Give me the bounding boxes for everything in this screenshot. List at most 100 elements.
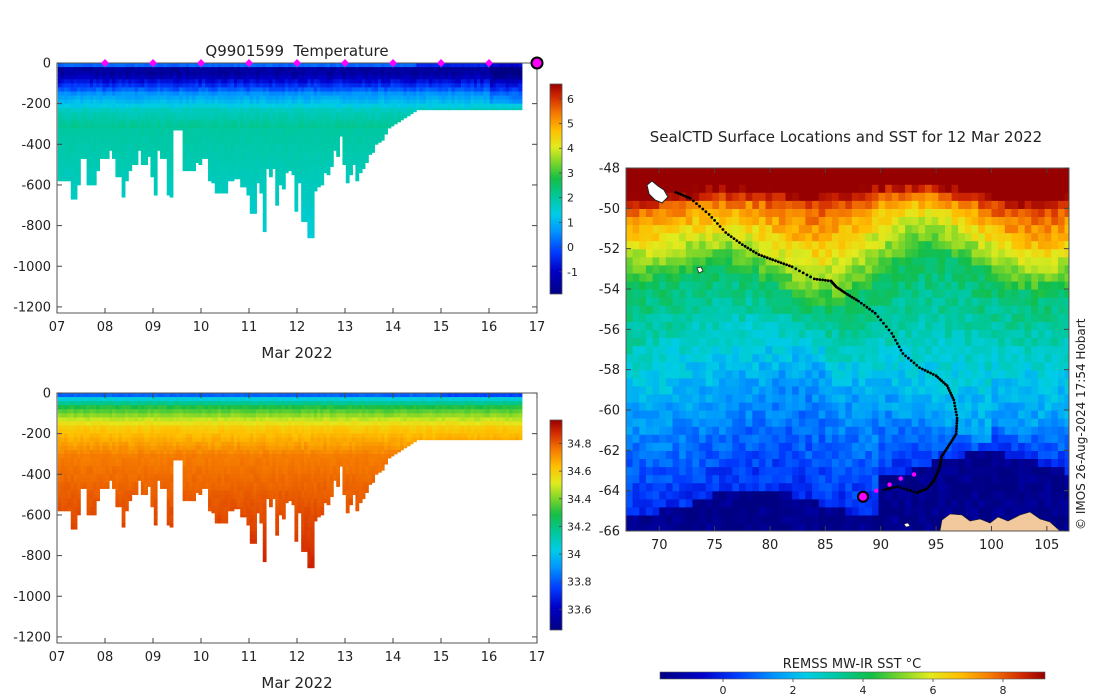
section-cell [221, 140, 225, 145]
section-cell [307, 233, 312, 239]
section-cell [397, 67, 401, 72]
section-cell [301, 91, 305, 96]
section-cell [224, 393, 229, 398]
section-cell [195, 453, 200, 459]
section-cell [304, 63, 308, 68]
section-cell [230, 164, 235, 170]
section-cell [243, 128, 248, 133]
section-cell [77, 71, 81, 76]
section-cell [86, 405, 91, 410]
section-cell [80, 429, 85, 435]
section-cell [188, 401, 193, 406]
section-cell [115, 494, 120, 500]
section-cell [153, 115, 158, 121]
section-cell [176, 405, 181, 410]
section-cell [80, 136, 85, 141]
section-cell [188, 397, 193, 402]
section-cell [73, 458, 78, 463]
section-cell [365, 83, 369, 88]
section-cell [236, 160, 241, 166]
section-cell [64, 478, 68, 483]
section-cell [188, 152, 193, 157]
section-cell [310, 71, 315, 76]
section-cell [144, 99, 148, 105]
section-cell [83, 433, 88, 439]
section-cell [278, 83, 283, 88]
section-cell [355, 91, 360, 96]
section-cell [374, 136, 379, 141]
section-cell [301, 99, 305, 105]
section-cell [281, 123, 286, 129]
section-cell [128, 417, 133, 422]
section-cell [368, 75, 373, 80]
section-cell [240, 184, 244, 188]
section-cell [118, 421, 123, 426]
section-cell [246, 136, 251, 141]
section-cell [77, 417, 81, 422]
section-cell [422, 63, 427, 68]
section-cell [387, 75, 392, 80]
section-cell [157, 91, 161, 96]
section-cell [105, 474, 110, 479]
section-cell [211, 462, 216, 467]
section-cell [217, 441, 222, 447]
section-cell [125, 160, 129, 166]
section-cell [320, 128, 325, 133]
section-cell [211, 148, 216, 153]
section-cell [201, 71, 206, 76]
section-cell [454, 103, 459, 109]
section-cell [227, 156, 232, 161]
section-cell [313, 111, 318, 117]
section-cell [77, 458, 81, 463]
section-cell [262, 148, 267, 153]
section-cell [221, 510, 225, 516]
section-cell [163, 119, 168, 125]
section-cell [173, 119, 177, 125]
section-cell [80, 115, 85, 121]
section-cell [211, 144, 216, 149]
section-cell [166, 99, 171, 105]
section-cell [86, 152, 91, 157]
section-cell [89, 79, 94, 84]
section-cell [208, 449, 212, 455]
section-cell [89, 136, 94, 141]
section-cell [307, 148, 312, 153]
section-cell [265, 71, 270, 76]
section-cell [301, 197, 305, 202]
section-cell [205, 148, 209, 153]
section-cell [313, 168, 318, 174]
colorbar-tick-label: 6 [567, 93, 574, 106]
section-cell [384, 119, 388, 125]
section-cell [211, 470, 216, 475]
section-cell [454, 75, 459, 80]
section-cell [112, 95, 116, 100]
section-cell [323, 164, 328, 170]
section-cell [73, 180, 78, 186]
section-cell [349, 115, 353, 121]
section-cell [243, 107, 248, 113]
section-cell [131, 474, 136, 479]
section-cell [188, 91, 193, 96]
section-cell [349, 148, 353, 153]
section-cell [227, 401, 232, 406]
section-cell [249, 87, 254, 92]
section-cell [169, 123, 174, 129]
section-cell [80, 470, 85, 475]
section-cell [102, 486, 107, 489]
section-cell [413, 87, 417, 92]
section-cell [198, 433, 203, 439]
section-cell [208, 409, 212, 414]
section-cell [313, 107, 318, 113]
section-cell [128, 397, 133, 402]
section-cell [246, 164, 251, 170]
section-cell [80, 119, 85, 125]
section-cell [259, 87, 264, 92]
section-cell [221, 449, 225, 455]
section-cell [188, 449, 193, 455]
section-cell [320, 172, 325, 178]
section-cell [211, 494, 216, 500]
section-cell [147, 441, 152, 447]
section-cell [345, 119, 350, 125]
section-cell [214, 510, 219, 516]
section-cell [144, 128, 148, 133]
